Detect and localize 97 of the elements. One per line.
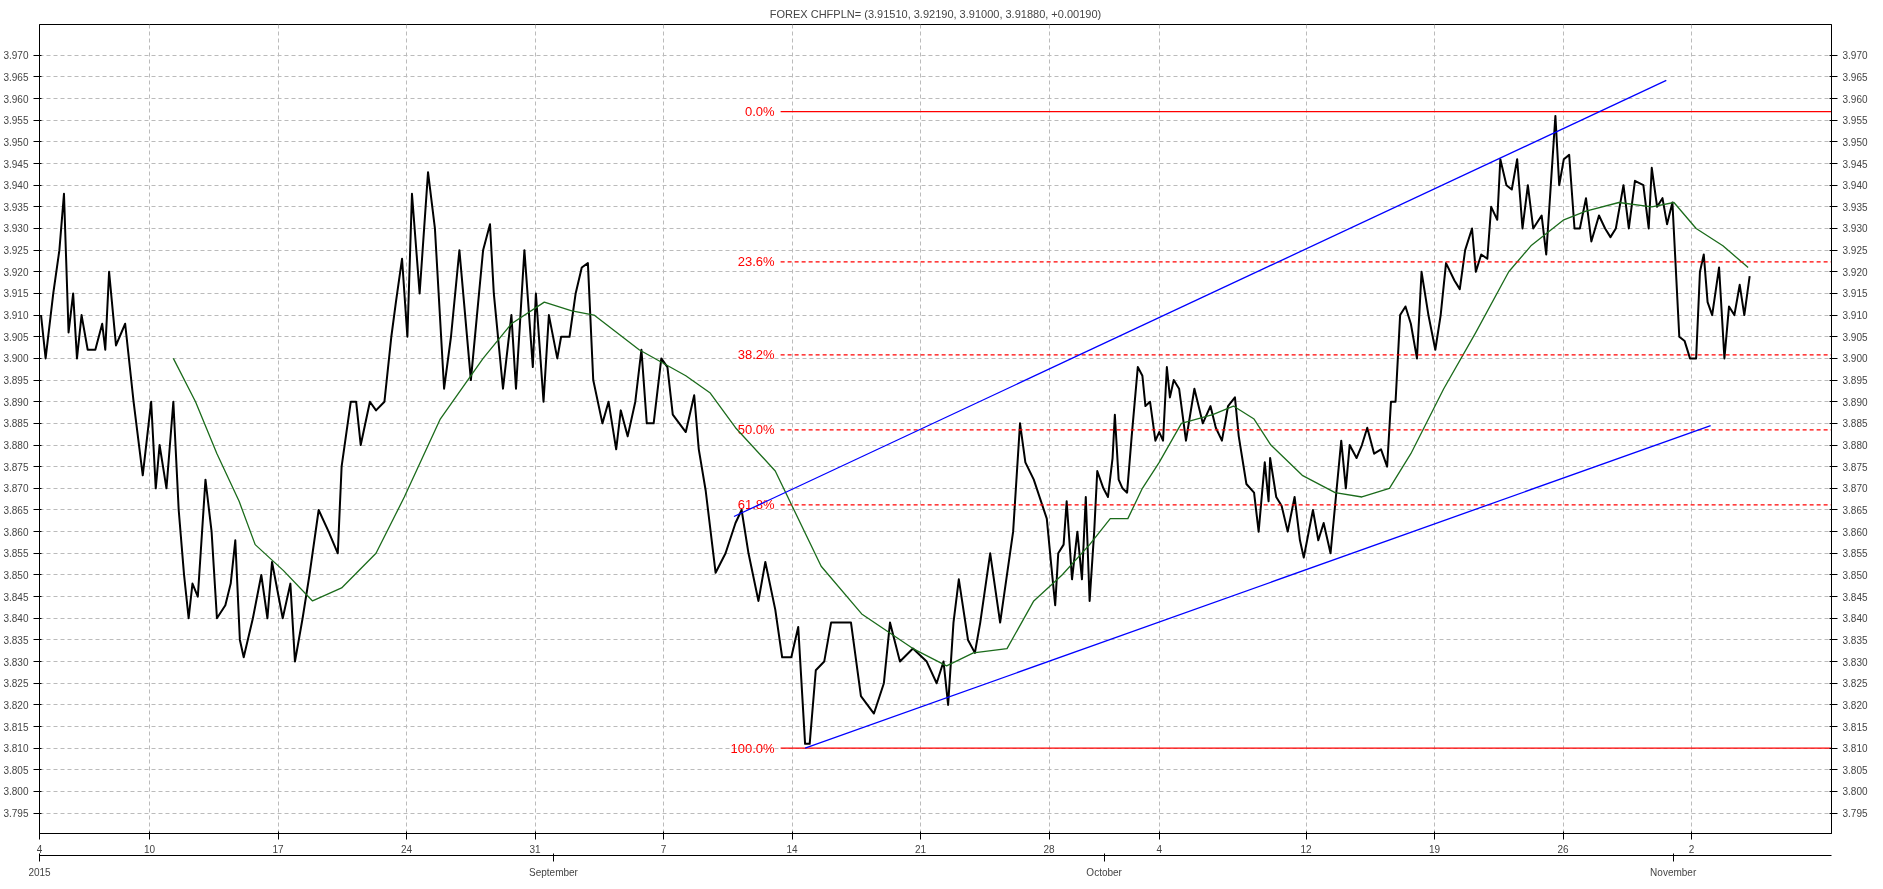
y-tick-label: 3.855 bbox=[3, 548, 29, 560]
y2-tick-label: 3.960 bbox=[1842, 93, 1868, 105]
y2-tick-label: 3.795 bbox=[1842, 808, 1868, 820]
y-tick-label: 3.910 bbox=[3, 310, 29, 322]
x-tick-label: 4 bbox=[36, 843, 43, 855]
y-tick-label: 3.835 bbox=[3, 634, 29, 646]
y-tick-label: 3.925 bbox=[3, 245, 29, 257]
series-label: 23.6% bbox=[737, 254, 776, 270]
y-tick-label: 3.970 bbox=[3, 50, 29, 62]
y2-tick-label: 3.930 bbox=[1842, 223, 1868, 235]
y2-tick-label: 3.845 bbox=[1842, 591, 1868, 603]
y2-tick-label: 3.855 bbox=[1842, 548, 1868, 560]
y2-tick-label: 3.890 bbox=[1842, 396, 1868, 408]
y2-tick-label: 3.875 bbox=[1842, 461, 1868, 473]
y2-tick-label: 3.850 bbox=[1842, 569, 1868, 581]
y-tick-label: 3.810 bbox=[3, 743, 29, 755]
x-tick-label: 24 bbox=[401, 843, 413, 855]
y2-tick-label: 3.835 bbox=[1842, 634, 1868, 646]
y-tick-label: 3.820 bbox=[3, 699, 29, 711]
y2-tick-label: 3.950 bbox=[1842, 136, 1868, 148]
series-label: 0.0% bbox=[744, 104, 776, 120]
y-tick-label: 3.900 bbox=[3, 353, 29, 365]
y-tick-label: 3.890 bbox=[3, 396, 29, 408]
y2-tick-label: 3.970 bbox=[1842, 50, 1868, 62]
y2-tick-label: 3.935 bbox=[1842, 201, 1868, 213]
y2-tick-label: 3.880 bbox=[1842, 440, 1868, 452]
y-tick-label: 3.830 bbox=[3, 656, 29, 668]
y2-tick-label: 3.815 bbox=[1842, 721, 1868, 733]
line-series bbox=[172, 201, 1749, 667]
y2-tick-label: 3.830 bbox=[1842, 656, 1868, 668]
chart-title: FOREX CHFPLN= (3.91510, 3.92190, 3.91000, 3.91880, +0.00190) bbox=[769, 7, 1102, 20]
y2-tick-label: 3.825 bbox=[1842, 678, 1868, 690]
y-tick-label: 3.850 bbox=[3, 569, 29, 581]
y-tick-label: 3.940 bbox=[3, 180, 29, 192]
x2-tick-label: 2015 bbox=[28, 866, 52, 878]
y-tick-label: 3.915 bbox=[3, 288, 29, 300]
y2-tick-label: 3.955 bbox=[1842, 115, 1868, 127]
y2-tick-label: 3.860 bbox=[1842, 526, 1868, 538]
y2-tick-label: 3.810 bbox=[1842, 743, 1868, 755]
x-tick-label: 28 bbox=[1043, 843, 1056, 855]
y2-tick-label: 3.900 bbox=[1842, 353, 1868, 365]
y2-tick-label: 3.945 bbox=[1842, 158, 1868, 170]
y-tick-label: 3.880 bbox=[3, 440, 29, 452]
y-tick-label: 3.815 bbox=[3, 721, 29, 733]
x-tick-label: 2 bbox=[1688, 843, 1695, 855]
y-tick-label: 3.905 bbox=[3, 331, 29, 343]
y-tick-label: 3.800 bbox=[3, 786, 29, 798]
y2-tick-label: 3.820 bbox=[1842, 699, 1868, 711]
series-label: 38.2% bbox=[737, 347, 776, 363]
y-tick-label: 3.960 bbox=[3, 93, 29, 105]
y-tick-label: 3.840 bbox=[3, 613, 29, 625]
y-tick-label: 3.945 bbox=[3, 158, 29, 170]
x-tick-label: 10 bbox=[144, 843, 156, 855]
x2-tick-label: October bbox=[1086, 866, 1123, 878]
x2-tick-label: November bbox=[1650, 866, 1697, 878]
x-tick-label: 19 bbox=[1428, 843, 1441, 855]
y2-tick-label: 3.905 bbox=[1842, 331, 1868, 343]
y2-tick-label: 3.895 bbox=[1842, 375, 1868, 387]
x-tick-label: 17 bbox=[272, 843, 285, 855]
y2-tick-label: 3.925 bbox=[1842, 245, 1868, 257]
y2-tick-label: 3.885 bbox=[1842, 418, 1868, 430]
y-tick-label: 3.860 bbox=[3, 526, 29, 538]
y-tick-label: 3.870 bbox=[3, 483, 29, 495]
y-tick-label: 3.845 bbox=[3, 591, 29, 603]
y-tick-label: 3.885 bbox=[3, 418, 29, 430]
y-tick-label: 3.950 bbox=[3, 136, 29, 148]
y2-tick-label: 3.800 bbox=[1842, 786, 1868, 798]
y-tick-label: 3.930 bbox=[3, 223, 29, 235]
series-label: 50.0% bbox=[737, 422, 776, 438]
y2-tick-label: 3.940 bbox=[1842, 180, 1868, 192]
y2-tick-label: 3.840 bbox=[1842, 613, 1868, 625]
x-tick-label: 4 bbox=[1156, 843, 1163, 855]
x-tick-label: 21 bbox=[915, 843, 927, 855]
y-tick-label: 3.865 bbox=[3, 504, 29, 516]
y-tick-label: 3.875 bbox=[3, 461, 29, 473]
x-tick-label: 14 bbox=[786, 843, 799, 855]
y2-tick-label: 3.910 bbox=[1842, 310, 1868, 322]
y2-tick-label: 3.915 bbox=[1842, 288, 1868, 300]
y-tick-label: 3.825 bbox=[3, 678, 29, 690]
series-label: 100.0% bbox=[730, 740, 776, 756]
x2-tick-label: September bbox=[529, 866, 579, 878]
x-tick-label: 26 bbox=[1557, 843, 1570, 855]
y-tick-label: 3.795 bbox=[3, 808, 29, 820]
y2-tick-label: 3.805 bbox=[1842, 764, 1868, 776]
y-tick-label: 3.955 bbox=[3, 115, 29, 127]
y-tick-label: 3.805 bbox=[3, 764, 29, 776]
y-tick-label: 3.895 bbox=[3, 375, 29, 387]
x-tick-label: 7 bbox=[660, 843, 667, 855]
y-tick-label: 3.920 bbox=[3, 266, 29, 278]
y-tick-label: 3.935 bbox=[3, 201, 29, 213]
y2-tick-label: 3.870 bbox=[1842, 483, 1868, 495]
y2-tick-label: 3.865 bbox=[1842, 504, 1868, 516]
x-tick-label: 31 bbox=[529, 843, 542, 855]
x-tick-label: 12 bbox=[1300, 843, 1313, 855]
y2-tick-label: 3.920 bbox=[1842, 266, 1868, 278]
y2-tick-label: 3.965 bbox=[1842, 71, 1868, 83]
y-tick-label: 3.965 bbox=[3, 71, 29, 83]
